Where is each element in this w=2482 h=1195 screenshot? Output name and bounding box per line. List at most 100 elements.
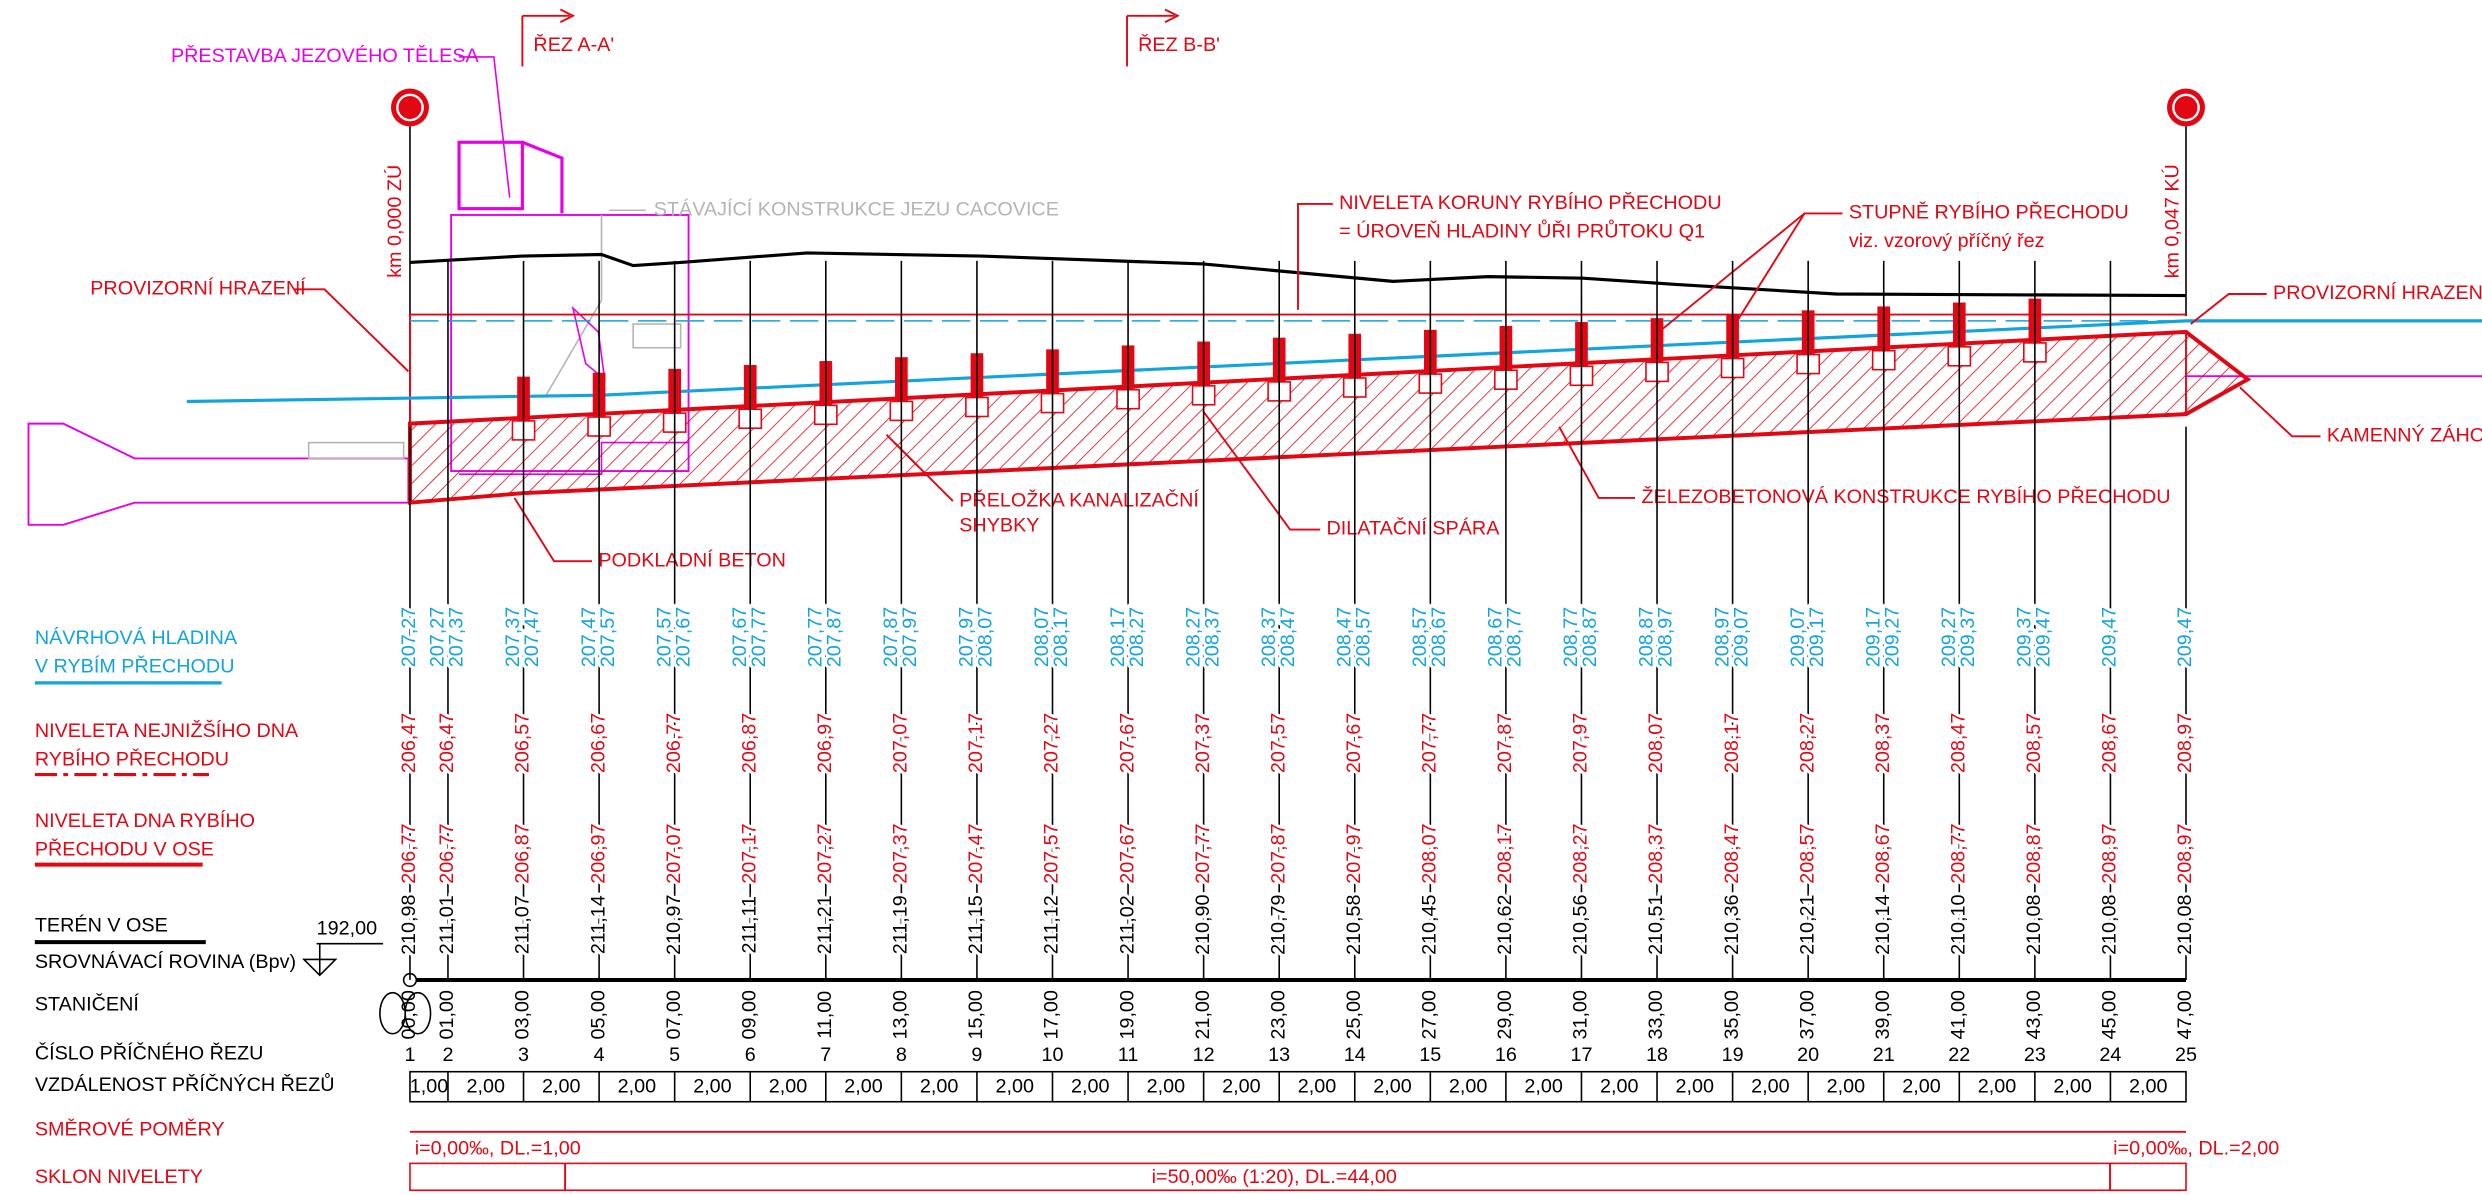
section-number: 16 (1495, 1044, 1517, 1066)
lowest-bottom: 208,07 (1645, 713, 1667, 773)
water-level: 208,37 (1258, 607, 1280, 667)
axis-bottom: 208,27 (1570, 823, 1592, 883)
lowest-bottom: 207,57 (1267, 713, 1289, 773)
lowest-bottom: 206,77 (663, 713, 685, 773)
row-label: SKLON NIVELETY (35, 1166, 203, 1188)
terrain: 210,45 (1419, 894, 1441, 954)
annotation: PROVIZORNÍ HRAZENÍ (90, 276, 306, 299)
distance: 2,00 (769, 1076, 808, 1098)
section-number: 4 (594, 1044, 605, 1066)
axis-bottom: 207,67 (1116, 823, 1138, 883)
water-level: 208,17 (1050, 607, 1072, 667)
terrain: 210,79 (1267, 894, 1289, 954)
section-number: 2 (442, 1044, 453, 1066)
water-level: 207,37 (446, 607, 468, 667)
lowest-bottom: 207,67 (1343, 713, 1365, 773)
lowest-bottom: 208,97 (2174, 713, 2196, 773)
water-level: 207,97 (956, 607, 978, 667)
annotation: PŘESTAVBA JEZOVÉHO TĚLESA (171, 44, 480, 67)
station: 23,00 (1267, 990, 1289, 1039)
water-level: 207,77 (748, 607, 770, 667)
terrain: 210,51 (1645, 894, 1667, 954)
water-level: 208,07 (975, 607, 997, 667)
section-number: 11 (1118, 1044, 1139, 1066)
distance: 2,00 (693, 1076, 732, 1098)
section-number: 25 (2175, 1044, 2197, 1066)
water-level: 207,67 (729, 607, 751, 667)
station: 39,00 (1872, 990, 1894, 1039)
station: 33,00 (1645, 990, 1667, 1039)
water-level: 207,47 (578, 607, 600, 667)
lowest-bottom: 207,17 (965, 713, 987, 773)
water-level: 207,87 (880, 607, 902, 667)
km-markers: km 0,000 ZÚ km 0,047 KÚ (383, 88, 2205, 427)
water-level: 208,47 (1277, 607, 1299, 667)
annotation: PROVIZORNÍ HRAZENÍ (2273, 281, 2482, 304)
water-level: 208,37 (1201, 607, 1223, 667)
axis-bottom: 208,47 (1721, 823, 1743, 883)
section-number: 22 (1948, 1044, 1970, 1066)
water-level: 208,17 (1107, 607, 1129, 667)
row-label: NÁVRHOVÁ HLADINA (35, 626, 238, 649)
annotation: KAMENNÝ ZÁHOZ (2327, 423, 2482, 446)
station: 05,00 (587, 990, 609, 1039)
lowest-bottom: 206,57 (512, 713, 534, 773)
section-number: 5 (669, 1044, 680, 1066)
station: 17,00 (1041, 990, 1063, 1039)
km-label: km 0,047 KÚ (2161, 164, 2184, 278)
lowest-bottom: 206,97 (814, 713, 836, 773)
water-level: 207,37 (502, 607, 524, 667)
axis-bottom: 207,47 (965, 823, 987, 883)
terrain: 211,07 (512, 895, 534, 954)
station: 41,00 (1948, 990, 1970, 1039)
terrain: 211,02 (1116, 895, 1138, 954)
terrain: 211,14 (587, 895, 609, 954)
row-label: NIVELETA DNA RYBÍHO (35, 809, 255, 832)
water-level: 207,27 (398, 607, 420, 667)
terrain: 210,10 (1948, 894, 1970, 954)
lowest-bottom: 207,37 (1192, 713, 1214, 773)
distance: 2,00 (1751, 1076, 1790, 1098)
lowest-bottom: 208,27 (1796, 713, 1818, 773)
section-number: 8 (896, 1044, 907, 1066)
station: 43,00 (2023, 990, 2045, 1039)
annotation: STÁVAJÍCÍ KONSTRUKCE JEZU CACOVICE (654, 197, 1059, 220)
axis-bottom: 208,77 (1948, 823, 1970, 883)
sections: 207,27206,47206,77210,9800,001207,27207,… (395, 260, 2199, 1102)
water-level: 209,07 (1787, 607, 1809, 667)
distance: 2,00 (844, 1076, 883, 1098)
station: 03,00 (512, 990, 534, 1039)
axis-bottom: 208,57 (1796, 823, 1818, 883)
row-label: SMĚROVÉ POMĚRY (35, 1117, 225, 1140)
station: 11,00 (814, 991, 836, 1039)
water-level: 207,47 (521, 607, 543, 667)
lowest-bottom: 207,67 (1116, 713, 1138, 773)
water-level: 207,27 (427, 607, 449, 667)
water-level: 207,67 (672, 607, 694, 667)
water-level: 208,67 (1485, 607, 1507, 667)
distance: 2,00 (1978, 1076, 2017, 1098)
distance: 2,00 (1676, 1076, 1715, 1098)
lowest-bottom: 208,57 (2023, 713, 2045, 773)
terrain: 210,98 (398, 894, 420, 954)
station: 07,00 (663, 990, 685, 1039)
distance: 2,00 (1071, 1076, 1110, 1098)
distance: 2,00 (542, 1076, 581, 1098)
bottom-rows: i=0,00‰, DL.=1,00 i=0,00‰, DL.=2,00 i=50… (379, 972, 2279, 1192)
axis-bottom: 206,97 (587, 823, 609, 883)
water-level: 209,27 (1881, 607, 1903, 667)
water-level: 208,07 (1031, 607, 1053, 667)
section-number: 23 (2024, 1044, 2046, 1066)
lowest-bottom: 207,77 (1419, 713, 1441, 773)
axis-bottom: 208,37 (1645, 823, 1667, 883)
section-marks: ŘEZ A-A' ŘEZ B-B' (521, 8, 1220, 67)
section-number: 14 (1344, 1044, 1366, 1066)
water-level: 209,17 (1806, 607, 1828, 667)
row-label: VZDÁLENOST PŘÍČNÝCH ŘEZŮ (35, 1072, 335, 1096)
weir (27, 140, 690, 526)
distance: 2,00 (1222, 1076, 1261, 1098)
terrain: 210,97 (663, 894, 685, 954)
terrain: 210,21 (1796, 894, 1818, 954)
row-label: ČÍSLO PŘÍČNÉHO ŘEZU (35, 1042, 264, 1065)
